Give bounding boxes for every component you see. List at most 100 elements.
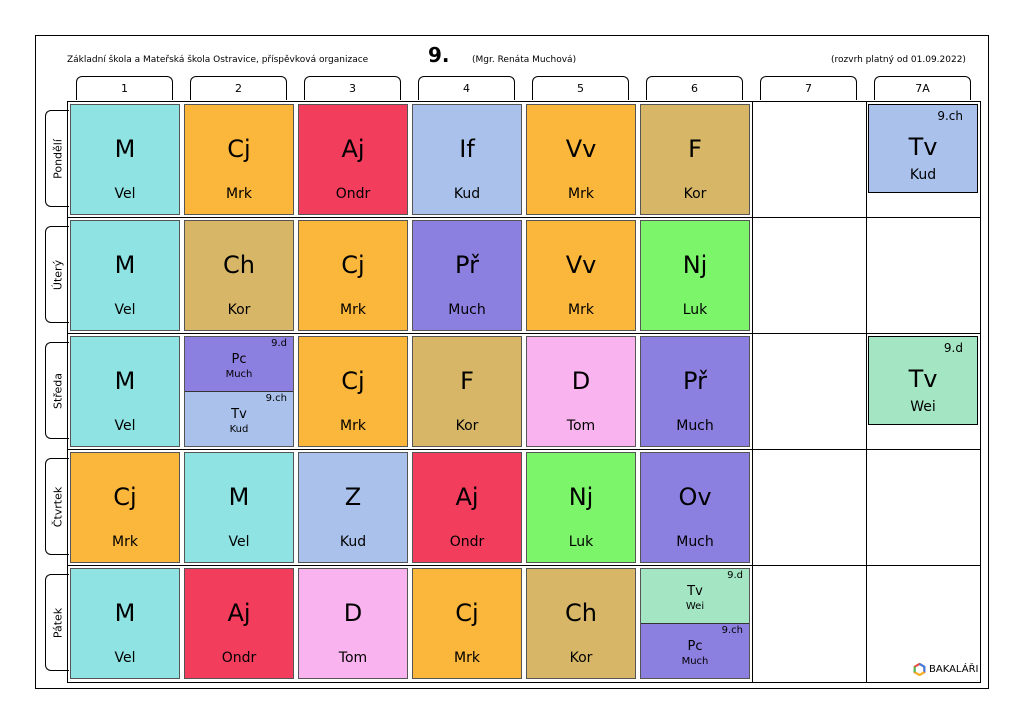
lesson-fri-3[interactable]: D Tom (298, 568, 408, 679)
lesson-wed-7a[interactable]: 9.d Tv Wei (868, 336, 978, 425)
lesson-mon-6[interactable]: F Kor (640, 104, 750, 215)
day-label-monday: Pondělí (45, 110, 69, 207)
validity-date: (rozvrh platný od 01.09.2022) (831, 55, 966, 65)
lesson-teacher: Vel (114, 418, 136, 434)
lesson-fri-6-split: 9.d Tv Wei 9.ch Pc Much (640, 568, 750, 679)
lesson-tue-1[interactable]: M Vel (70, 220, 180, 331)
lesson-teacher: Much (676, 418, 714, 434)
lesson-wed-3[interactable]: Cj Mrk (298, 336, 408, 447)
lesson-fri-1[interactable]: M Vel (70, 568, 180, 679)
lesson-teacher: Much (225, 369, 253, 380)
lesson-subject: Vv (565, 251, 597, 279)
lesson-subject: Z (344, 483, 362, 511)
lesson-mon-4[interactable]: If Kud (412, 104, 522, 215)
lesson-teacher: Kor (569, 650, 593, 666)
lesson-subject: M (114, 367, 136, 395)
lesson-teacher: Much (681, 656, 709, 667)
lesson-teacher: Tom (566, 418, 596, 434)
timetable-frame (35, 35, 989, 689)
lesson-subject: Aj (341, 135, 365, 163)
lesson-mon-1[interactable]: M Vel (70, 104, 180, 215)
period-header-1: 1 (76, 76, 173, 100)
bakalari-logo-icon (913, 663, 926, 676)
bakalari-logo: BAKALÁŘI (913, 663, 978, 676)
lesson-thu-1[interactable]: Cj Mrk (70, 452, 180, 563)
day-label-wednesday: Středa (45, 342, 69, 439)
lesson-thu-5[interactable]: Nj Luk (526, 452, 636, 563)
lesson-teacher: Kud (453, 186, 481, 202)
lesson-subject: Vv (565, 135, 597, 163)
lesson-thu-4[interactable]: Aj Ondr (412, 452, 522, 563)
lesson-fri-6-group-ch[interactable]: 9.ch Pc Much (641, 624, 749, 678)
lesson-teacher: Vel (114, 186, 136, 202)
lesson-mon-3[interactable]: Aj Ondr (298, 104, 408, 215)
lesson-teacher: Luk (682, 302, 708, 318)
lesson-subject: M (114, 599, 136, 627)
lesson-teacher: Vel (228, 534, 250, 550)
lesson-group: 9.ch (937, 109, 963, 123)
lesson-group: 9.ch (265, 393, 287, 404)
lesson-fri-2[interactable]: Aj Ondr (184, 568, 294, 679)
class-title: 9. (428, 43, 450, 67)
lesson-mon-7a[interactable]: 9.ch Tv Kud (868, 104, 978, 193)
lesson-wed-6[interactable]: Př Much (640, 336, 750, 447)
lesson-thu-2[interactable]: M Vel (184, 452, 294, 563)
lesson-teacher: Much (676, 534, 714, 550)
lesson-teacher: Vel (114, 302, 136, 318)
lesson-wed-4[interactable]: F Kor (412, 336, 522, 447)
lesson-mon-5[interactable]: Vv Mrk (526, 104, 636, 215)
lesson-tue-5[interactable]: Vv Mrk (526, 220, 636, 331)
lesson-subject: Pc (231, 352, 247, 367)
school-name: Základní škola a Mateřská škola Ostravic… (67, 55, 369, 65)
lesson-mon-2[interactable]: Cj Mrk (184, 104, 294, 215)
lesson-wed-2-group-d[interactable]: 9.d Pc Much (185, 337, 293, 392)
lesson-group: 9.d (943, 341, 963, 355)
lesson-subject: Aj (455, 483, 479, 511)
lesson-teacher: Mrk (568, 186, 594, 202)
lesson-subject: Ch (565, 599, 597, 627)
lesson-teacher: Kud (229, 424, 249, 435)
lesson-teacher: Much (448, 302, 486, 318)
lesson-subject: M (114, 251, 136, 279)
lesson-wed-2-split: 9.d Pc Much 9.ch Tv Kud (184, 336, 294, 447)
period-header-5: 5 (532, 76, 629, 100)
lesson-fri-6-group-d[interactable]: 9.d Tv Wei (641, 569, 749, 624)
lesson-teacher: Wei (910, 399, 936, 415)
lesson-teacher: Ondr (449, 534, 485, 550)
lesson-teacher: Mrk (112, 534, 138, 550)
lesson-fri-5[interactable]: Ch Kor (526, 568, 636, 679)
lesson-group: 9.d (271, 338, 287, 349)
lesson-subject: Tv (687, 584, 703, 599)
lesson-subject: Aj (227, 599, 251, 627)
lesson-subject: Cj (455, 599, 479, 627)
lesson-thu-6[interactable]: Ov Much (640, 452, 750, 563)
lesson-subject: Cj (341, 251, 365, 279)
lesson-tue-6[interactable]: Nj Luk (640, 220, 750, 331)
lesson-subject: M (114, 135, 136, 163)
period-header-7a: 7A (874, 76, 971, 100)
lesson-subject: Př (455, 251, 479, 279)
lesson-wed-1[interactable]: M Vel (70, 336, 180, 447)
timetable-grid: M Vel Cj Mrk Aj Ondr If Kud Vv Mrk F Kor… (67, 101, 981, 683)
lesson-tue-2[interactable]: Ch Kor (184, 220, 294, 331)
lesson-tue-4[interactable]: Př Much (412, 220, 522, 331)
lesson-subject: M (228, 483, 250, 511)
lesson-thu-3[interactable]: Z Kud (298, 452, 408, 563)
lesson-wed-2-group-ch[interactable]: 9.ch Tv Kud (185, 392, 293, 446)
lesson-subject: Nj (568, 483, 594, 511)
day-label-friday: Pátek (45, 574, 69, 671)
lesson-fri-4[interactable]: Cj Mrk (412, 568, 522, 679)
lesson-tue-3[interactable]: Cj Mrk (298, 220, 408, 331)
period-header-7: 7 (760, 76, 857, 100)
lesson-subject: Tv (231, 407, 247, 422)
lesson-subject: Cj (341, 367, 365, 395)
lesson-wed-5[interactable]: D Tom (526, 336, 636, 447)
lesson-subject: Ov (678, 483, 712, 511)
lesson-subject: Nj (682, 251, 708, 279)
class-teacher: (Mgr. Renáta Muchová) (472, 55, 577, 65)
lesson-teacher: Vel (114, 650, 136, 666)
lesson-subject: D (343, 599, 363, 627)
lesson-teacher: Wei (685, 601, 705, 612)
lesson-teacher: Kud (909, 167, 937, 183)
period-header-2: 2 (190, 76, 287, 100)
